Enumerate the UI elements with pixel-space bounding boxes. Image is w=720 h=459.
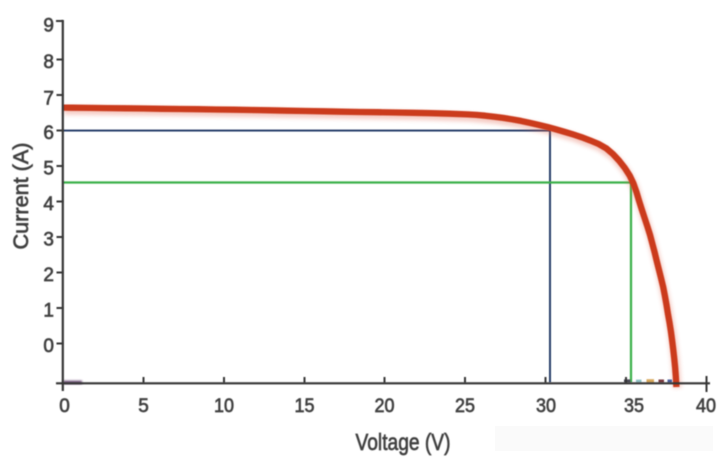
svg-text:35: 35 xyxy=(624,396,644,417)
svg-text:0: 0 xyxy=(59,396,70,417)
svg-text:2: 2 xyxy=(43,265,54,286)
svg-text:3: 3 xyxy=(43,230,54,251)
svg-text:6: 6 xyxy=(43,123,54,144)
svg-text:20: 20 xyxy=(375,396,395,417)
svg-text:25: 25 xyxy=(455,396,475,417)
svg-text:7: 7 xyxy=(43,89,54,110)
svg-text:8: 8 xyxy=(43,52,54,73)
svg-text:30: 30 xyxy=(536,396,556,417)
svg-text:10: 10 xyxy=(214,396,234,417)
svg-text:Current (A): Current (A) xyxy=(10,143,33,250)
svg-text:5: 5 xyxy=(43,159,54,180)
svg-text:15: 15 xyxy=(295,396,315,417)
svg-text:1: 1 xyxy=(43,301,54,322)
svg-text:Voltage (V): Voltage (V) xyxy=(356,429,451,455)
svg-text:5: 5 xyxy=(138,396,149,417)
svg-text:40: 40 xyxy=(696,396,716,417)
svg-text:9: 9 xyxy=(43,16,54,37)
svg-text:4: 4 xyxy=(43,194,54,215)
svg-text:0: 0 xyxy=(43,336,54,357)
